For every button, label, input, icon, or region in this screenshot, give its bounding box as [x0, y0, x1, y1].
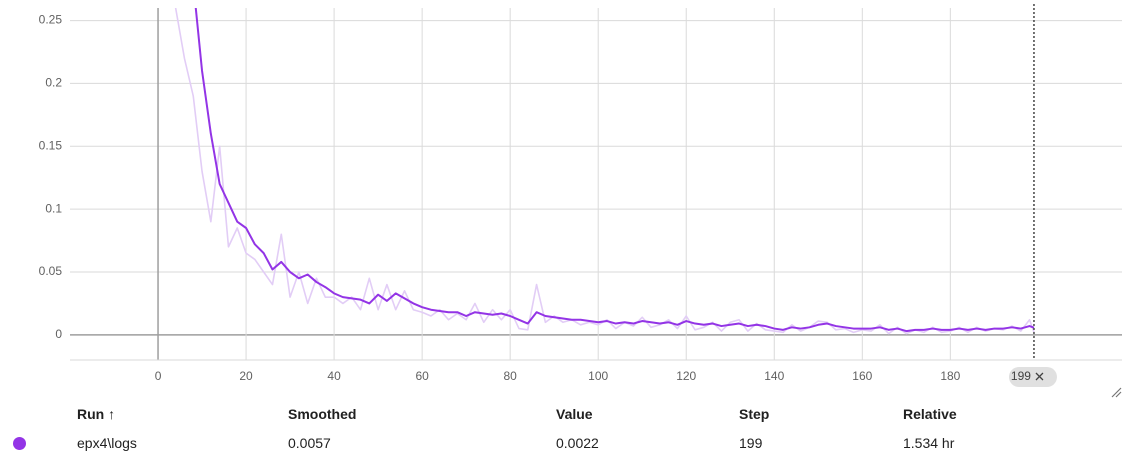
run-table: Run ↑ Smoothed Value Step Relative epx4\… — [0, 400, 1135, 460]
cell: epx4\logs — [77, 435, 137, 451]
x-tick-label: 60 — [415, 369, 429, 383]
cell: 1.534 hr — [903, 435, 955, 451]
header[interactable]: Run ↑ — [77, 406, 116, 422]
y-tick-label: 0.1 — [45, 201, 62, 215]
x-tick-label: 180 — [940, 369, 960, 383]
y-tick-label: 0.2 — [45, 76, 62, 90]
cell: 0.0022 — [556, 435, 599, 451]
x-tick-label: 160 — [852, 369, 872, 383]
cursor-label: 199 — [1011, 369, 1031, 383]
x-tick-label: 120 — [676, 369, 696, 383]
header: Value — [556, 406, 593, 422]
cell: 199 — [739, 435, 763, 451]
series-line — [194, 8, 1035, 333]
x-tick-label: 140 — [764, 369, 784, 383]
cursor-close[interactable] — [1035, 372, 1044, 381]
resize-icon[interactable] — [1111, 387, 1122, 398]
series-line — [174, 8, 1035, 335]
y-tick-label: 0.05 — [39, 264, 63, 278]
y-tick-label: 0 — [55, 327, 62, 341]
x-tick-label: 40 — [327, 369, 341, 383]
x-tick-label: 80 — [503, 369, 517, 383]
cursor-chip — [1008, 367, 1057, 387]
chart: 0 0.05 0.1 0.15 0.2 0.25 0 20 40 60 80 100 120 140 160… — [39, 4, 1122, 398]
y-tick-label: 0.25 — [39, 13, 63, 27]
x-tick-label: 100 — [588, 369, 608, 383]
y-tick-label: 0.15 — [39, 138, 63, 152]
run-color — [13, 437, 26, 450]
x-tick-label: 20 — [239, 369, 253, 383]
header: Step — [739, 406, 770, 422]
header: Relative — [903, 406, 957, 422]
x-tick-label: 0 — [155, 369, 162, 383]
header: Smoothed — [288, 406, 357, 422]
cell: 0.0057 — [288, 435, 331, 451]
